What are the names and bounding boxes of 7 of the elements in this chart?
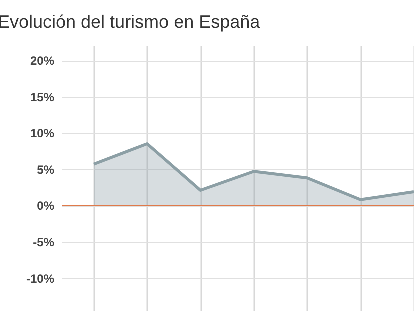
y-tick-label: 5% (37, 162, 55, 177)
y-tick-label: 15% (30, 90, 55, 104)
y-tick-label: 0% (37, 199, 55, 214)
y-tick-label: -10% (26, 272, 55, 286)
y-tick-label: 20% (30, 54, 55, 68)
y-tick-label: -5% (33, 236, 55, 250)
y-tick-label: 10% (30, 126, 55, 141)
